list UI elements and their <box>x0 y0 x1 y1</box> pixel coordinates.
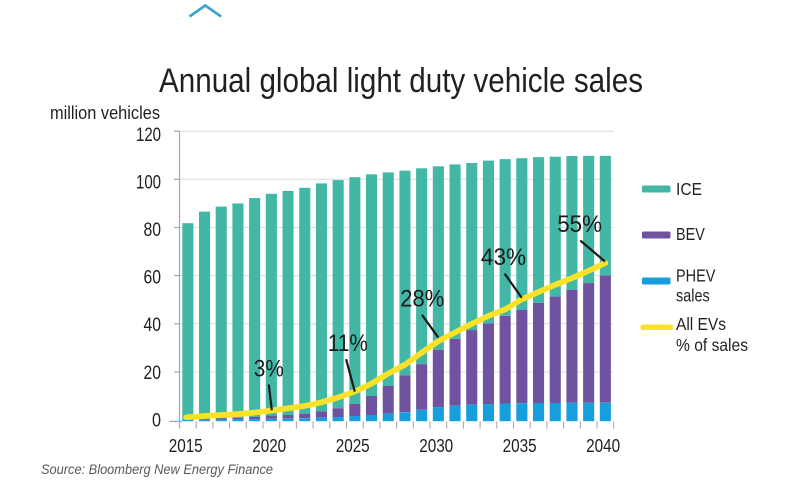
svg-text:100: 100 <box>136 173 161 194</box>
svg-text:PHEV: PHEV <box>676 266 716 286</box>
svg-text:40: 40 <box>144 315 162 336</box>
svg-text:55%: 55% <box>557 211 602 238</box>
svg-text:2025: 2025 <box>336 436 370 456</box>
svg-text:3%: 3% <box>254 356 284 383</box>
svg-text:20: 20 <box>144 363 162 384</box>
svg-text:2040: 2040 <box>586 436 620 456</box>
svg-text:120: 120 <box>136 125 161 146</box>
svg-text:sales: sales <box>676 286 710 306</box>
svg-text:28%: 28% <box>400 286 444 313</box>
svg-text:2020: 2020 <box>252 436 286 456</box>
svg-text:80: 80 <box>144 220 162 241</box>
svg-text:60: 60 <box>144 268 162 289</box>
svg-text:2035: 2035 <box>503 436 537 456</box>
svg-text:11%: 11% <box>328 330 368 357</box>
svg-text:2030: 2030 <box>419 436 453 456</box>
svg-text:All EVs: All EVs <box>676 314 726 334</box>
svg-text:2015: 2015 <box>169 436 203 456</box>
svg-text:BEV: BEV <box>676 224 705 244</box>
svg-text:Annual global light duty vehic: Annual global light duty vehicle sales <box>159 62 643 100</box>
svg-text:% of sales: % of sales <box>676 335 748 355</box>
svg-text:million vehicles: million vehicles <box>50 103 160 123</box>
svg-text:Source: Bloomberg New Energy F: Source: Bloomberg New Energy Finance <box>41 462 273 477</box>
svg-text:43%: 43% <box>481 244 526 271</box>
svg-text:0: 0 <box>152 410 161 431</box>
svg-text:ICE: ICE <box>676 179 702 199</box>
